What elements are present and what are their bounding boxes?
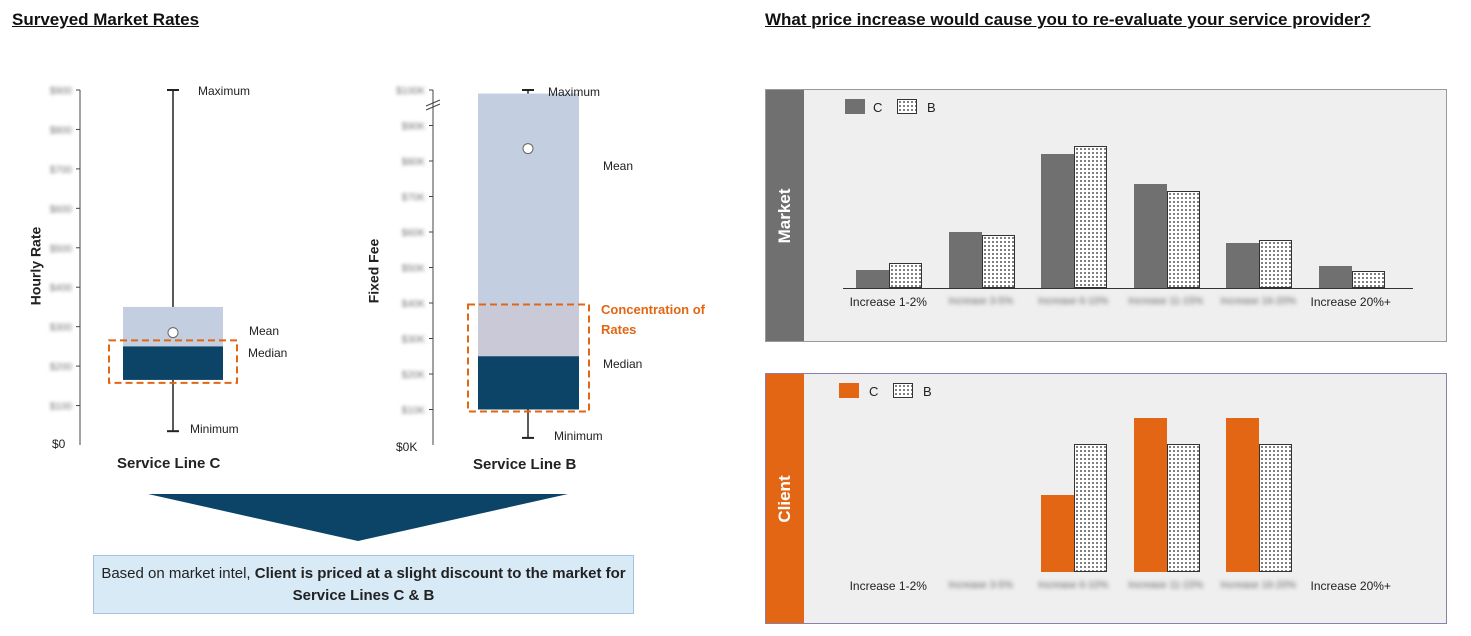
bar-c-4	[1133, 184, 1167, 288]
bar-b-5	[1259, 240, 1292, 288]
bar-b-3	[1074, 444, 1107, 572]
bar-c-4	[1133, 418, 1167, 572]
chart-b-max-label: Maximum	[548, 85, 601, 99]
chart-c-tick-label: $800	[50, 125, 73, 136]
market-x-axis	[843, 288, 1413, 289]
chart-c-lower-box	[123, 346, 223, 380]
legend-b-label: B	[927, 100, 936, 115]
client-panel: Client C B Increase 1-2% Increase 3-5% Inc…	[765, 373, 1447, 624]
bar-c-5	[1226, 418, 1259, 572]
chart-b-tick-label: $90K	[402, 122, 426, 133]
category-label: Increase 6-10%	[1038, 296, 1109, 307]
bar-b-1	[889, 263, 922, 288]
chart-b-min-label: Minimum	[554, 429, 603, 443]
chart-c-max-label: Maximum	[198, 84, 251, 98]
chart-b-xlabel: Service Line B	[473, 456, 577, 473]
bar-c-6	[1318, 266, 1352, 288]
bar-b-6	[1351, 271, 1385, 288]
chart-c-tick-label: $500	[50, 244, 73, 255]
chart-c-min-label: Minimum	[190, 422, 239, 436]
category-label: Increase 11-15%	[1128, 296, 1204, 307]
chart-c-zero-tick: $0	[52, 437, 66, 451]
left-section-title: Surveyed Market Rates	[12, 10, 200, 29]
chart-b-median-label: Median	[603, 357, 643, 371]
chart-b-zero-tick: $0K	[396, 440, 418, 454]
bar-b-5	[1259, 444, 1292, 572]
chart-b-axis-break	[425, 103, 441, 111]
chart-b-tick-label: $10K	[402, 406, 426, 417]
chart-c-tick-label: $400	[50, 283, 73, 294]
chart-c-mean-marker	[167, 327, 179, 339]
category-label: Increase 1-2%	[849, 579, 927, 593]
chart-b-tick-label: $80K	[402, 157, 426, 168]
chart-b-tick-label: $30K	[402, 335, 426, 346]
chart-c-tick-label: $700	[50, 165, 73, 176]
chart-c-mean-label: Mean	[249, 324, 280, 338]
chart-b-axis-break	[425, 99, 441, 107]
chart-c-tick-label: $100	[50, 402, 73, 413]
market-panel: Market C B Increase 1-2% Increase 3-5% Inc…	[765, 89, 1447, 342]
chart-b-tick-label: $20K	[402, 370, 426, 381]
legend-c-label: C	[869, 384, 879, 399]
bar-b-3	[1074, 146, 1107, 288]
conclusion-box: Based on market intel, Client is priced …	[93, 555, 634, 614]
chart-c-median-label: Median	[248, 346, 288, 360]
legend-c-label: C	[873, 100, 883, 115]
legend-c-swatch	[839, 383, 859, 398]
category-label: Increase 1-2%	[849, 295, 927, 309]
chart-c-tick-label: $300	[50, 323, 73, 334]
chart-b-concentration-fill	[478, 306, 579, 357]
chart-b-mean-label: Mean	[603, 159, 634, 173]
chart-b-ylabel: Fixed Fee	[365, 238, 382, 304]
chart-b-tick-label: $60K	[402, 228, 426, 239]
chart-b-mean-marker	[522, 143, 534, 155]
chart-b-tick-label: $70K	[402, 193, 426, 204]
category-label: Increase 16-20%	[1220, 296, 1297, 307]
bar-c-3	[1041, 154, 1074, 288]
chart-b-box-plot: $10K $20K $30K $40K $50K $60K $70K $80K $90K $100…	[396, 86, 590, 445]
conclusion-arrow	[148, 494, 568, 541]
chart-c-tick-label: $600	[50, 204, 73, 215]
category-label: Increase 16-20%	[1220, 580, 1297, 591]
bar-c-5	[1226, 243, 1259, 288]
chart-c-box-plot: $100 $200 $300 $400 $500 $600 $700 $800 $900	[50, 86, 238, 445]
bar-b-4	[1166, 191, 1200, 288]
chart-b-lower-box	[478, 356, 579, 410]
category-label: Increase 20%+	[1310, 579, 1391, 593]
legend-b-swatch	[893, 383, 913, 398]
category-label: Increase 3-5%	[948, 580, 1013, 591]
legend-c-swatch	[845, 99, 865, 114]
chart-b-concentration-label: Concentration of Rates	[601, 302, 705, 337]
chart-c-tick-label: $200	[50, 362, 73, 373]
conclusion-text-bold: Client is priced at a slight discount to…	[254, 565, 626, 604]
legend-b-swatch	[897, 99, 917, 114]
chart-c-upper-box	[123, 306, 223, 347]
chart-b-tick-label: $100K	[396, 86, 425, 97]
chart-b-tick-label: $40K	[402, 299, 426, 310]
chart-c-median-highlight	[108, 339, 238, 384]
legend-b-label: B	[923, 384, 932, 399]
chart-b-tick-label: $50K	[402, 264, 426, 275]
chart-c-tick-label: $900	[50, 86, 73, 97]
bar-c-3	[1041, 495, 1074, 572]
chart-b-concentration-highlight	[467, 303, 590, 413]
category-label: Increase 20%+	[1310, 295, 1391, 309]
bar-c-2	[948, 232, 982, 288]
conclusion-text-regular: Based on market intel,	[101, 565, 255, 582]
chart-c-xlabel: Service Line C	[117, 455, 221, 472]
bar-b-4	[1166, 444, 1200, 572]
market-tab: Market	[766, 90, 804, 341]
right-section-title: What price increase would cause you to r…	[765, 10, 1371, 29]
bar-b-2	[981, 235, 1015, 288]
category-label: Increase 3-5%	[948, 296, 1013, 307]
client-tab: Client	[766, 374, 804, 623]
category-label: Increase 6-10%	[1038, 580, 1109, 591]
bar-c-1	[856, 270, 889, 288]
category-label: Increase 11-15%	[1128, 580, 1204, 591]
